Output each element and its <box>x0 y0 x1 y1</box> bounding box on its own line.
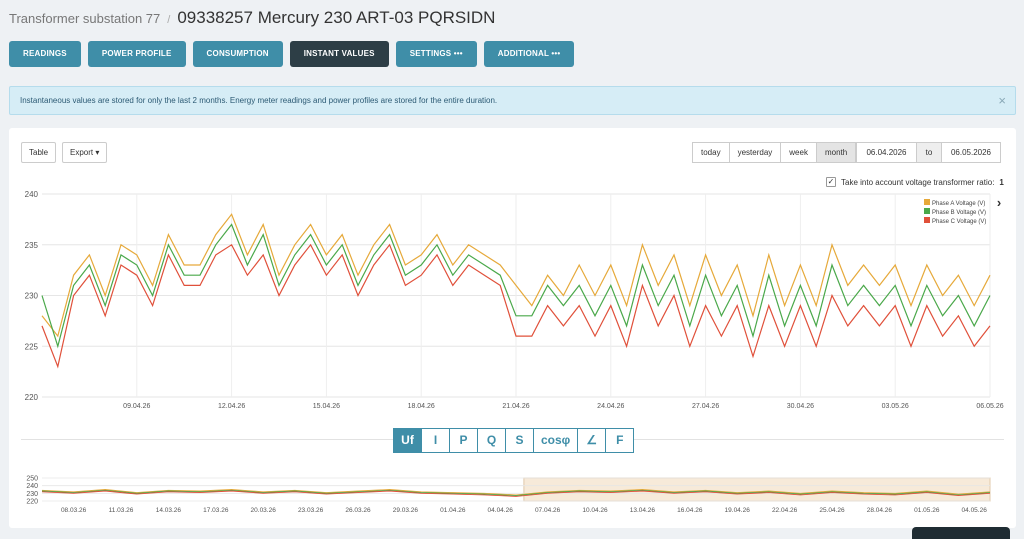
param-p-tab[interactable]: P <box>449 428 478 453</box>
breadcrumb-separator: / <box>167 14 171 26</box>
chevron-right-icon[interactable]: › <box>997 195 1001 210</box>
x-tick-label: 03.05.26 <box>882 403 909 410</box>
navigator-y-tick-label: 250 <box>26 476 38 483</box>
x-tick-label: 27.04.26 <box>692 403 719 410</box>
legend-label: Phase C Voltage (V) <box>932 219 986 225</box>
ratio-option[interactable]: ✓ Take into account voltage transformer … <box>826 177 1004 187</box>
close-icon[interactable]: × <box>998 93 1006 108</box>
export-button[interactable]: Export ▾ <box>62 142 108 163</box>
navigator-x-tick-label: 01.04.26 <box>440 507 466 514</box>
navigator-series-line <box>41 489 991 497</box>
ratio-label: Take into account voltage transformer ra… <box>841 177 995 187</box>
chart-panel <box>9 128 1016 528</box>
additional-button[interactable]: ADDITIONAL ••• <box>483 41 575 67</box>
ratio-checkbox[interactable]: ✓ <box>826 177 836 187</box>
navigator-x-tick-label: 07.04.26 <box>535 507 561 514</box>
table-button[interactable]: Table <box>21 142 57 163</box>
legend-label: Phase A Voltage (V) <box>932 201 985 207</box>
x-tick-label: 18.04.26 <box>408 403 435 410</box>
navigator-y-tick-label: 240 <box>26 483 38 490</box>
date-to-input[interactable]: 06.05.2026 <box>941 142 1001 163</box>
navigator-x-tick-label: 17.03.26 <box>203 507 229 514</box>
navigator-y-tick-label: 230 <box>26 491 38 498</box>
navigator-x-tick-label: 25.04.26 <box>819 507 845 514</box>
corner-widget[interactable] <box>912 527 1010 539</box>
navigator-x-tick-label: 16.04.26 <box>677 507 703 514</box>
main-nav: READINGS POWER PROFILE CONSUMPTION INSTA… <box>9 41 575 67</box>
info-alert: Instantaneous values are stored for only… <box>9 86 1016 115</box>
param-uf-tab[interactable]: Uf <box>393 428 422 453</box>
navigator-x-tick-label: 23.03.26 <box>298 507 324 514</box>
navigator-x-tick-label: 26.03.26 <box>345 507 371 514</box>
range-today-button[interactable]: today <box>692 142 730 163</box>
series-line <box>41 213 991 338</box>
page-header: Transformer substation 77 / 09338257 Mer… <box>9 8 495 30</box>
range-week-button[interactable]: week <box>780 142 817 163</box>
x-tick-label: 06.05.26 <box>976 403 1003 410</box>
parameter-tabs: Uf I P Q S cosφ ∠ F <box>393 428 635 453</box>
navigator-y-tick-label: 220 <box>26 499 38 506</box>
legend-swatch <box>924 217 930 223</box>
navigator-x-tick-label: 04.04.26 <box>488 507 514 514</box>
param-s-tab[interactable]: S <box>505 428 534 453</box>
alert-text: Instantaneous values are stored for only… <box>20 96 498 105</box>
navigator-x-tick-label: 08.03.26 <box>61 507 87 514</box>
navigator-x-tick-label: 14.03.26 <box>156 507 182 514</box>
y-tick-label: 230 <box>25 292 39 301</box>
navigator-x-tick-label: 29.03.26 <box>393 507 419 514</box>
page-title: 09338257 Mercury 230 ART-03 PQRSIDN <box>177 8 496 27</box>
param-i-tab[interactable]: I <box>421 428 450 453</box>
param-cosphi-tab[interactable]: cosφ <box>533 428 579 453</box>
legend-swatch <box>924 199 930 205</box>
instant-values-button[interactable]: INSTANT VALUES <box>289 41 389 67</box>
y-tick-label: 220 <box>25 393 39 402</box>
legend-label: Phase B Voltage (V) <box>932 210 986 216</box>
x-tick-label: 12.04.26 <box>218 403 245 410</box>
navigator-x-tick-label: 04.05.26 <box>962 507 988 514</box>
range-month-button[interactable]: month <box>815 142 857 163</box>
navigator-selection[interactable] <box>523 477 991 502</box>
y-tick-label: 225 <box>25 342 39 351</box>
settings-button[interactable]: SETTINGS ••• <box>395 41 477 67</box>
navigator-x-tick-label: 22.04.26 <box>772 507 798 514</box>
x-tick-label: 21.04.26 <box>502 403 529 410</box>
navigator-x-tick-label: 20.03.26 <box>251 507 277 514</box>
series-line <box>41 223 991 349</box>
breadcrumb[interactable]: Transformer substation 77 <box>9 11 161 26</box>
navigator-series-line <box>41 490 991 497</box>
y-tick-label: 235 <box>25 241 39 250</box>
param-q-tab[interactable]: Q <box>477 428 506 453</box>
power-profile-button[interactable]: POWER PROFILE <box>87 41 186 67</box>
navigator-x-tick-label: 01.05.26 <box>914 507 940 514</box>
navigator-x-tick-label: 28.04.26 <box>867 507 893 514</box>
navigator-x-tick-label: 10.04.26 <box>582 507 608 514</box>
y-tick-label: 240 <box>25 190 39 199</box>
x-tick-label: 09.04.26 <box>123 403 150 410</box>
param-f-tab[interactable]: F <box>605 428 635 453</box>
legend-swatch <box>924 208 930 214</box>
series-line <box>41 243 991 369</box>
navigator-x-tick-label: 11.03.26 <box>109 507 134 514</box>
x-tick-label: 15.04.26 <box>313 403 340 410</box>
param-angle-tab[interactable]: ∠ <box>577 428 607 453</box>
ratio-value: 1 <box>999 177 1004 187</box>
consumption-button[interactable]: CONSUMPTION <box>192 41 283 67</box>
navigator-x-tick-label: 19.04.26 <box>725 507 751 514</box>
navigator-x-tick-label: 13.04.26 <box>630 507 656 514</box>
x-tick-label: 30.04.26 <box>787 403 814 410</box>
readings-button[interactable]: READINGS <box>9 41 81 67</box>
x-tick-label: 24.04.26 <box>597 403 624 410</box>
range-selector: today yesterday week month <box>692 142 857 163</box>
navigator-series-line <box>41 489 991 496</box>
